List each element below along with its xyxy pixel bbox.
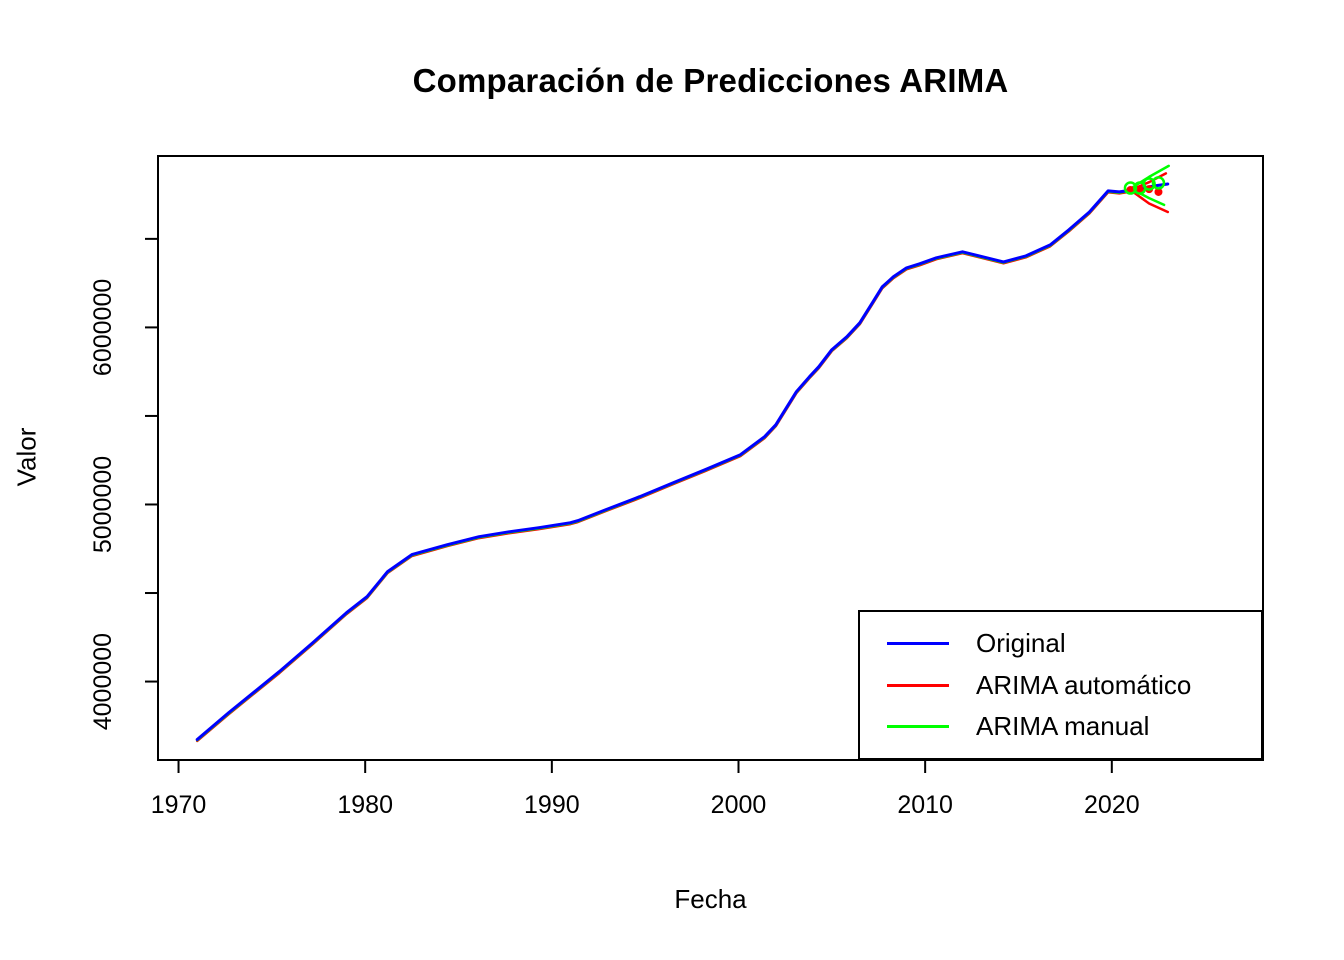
legend: Original ARIMA automático ARIMA manual <box>858 610 1263 760</box>
x-axis-tick-label: 1980 <box>337 791 393 819</box>
x-axis-title: Fecha <box>674 884 747 914</box>
forecast-point-arima-auto <box>1154 187 1163 196</box>
legend-label-original: Original <box>976 628 1066 659</box>
x-axis-tick-label: 1990 <box>524 791 580 819</box>
legend-label-arima-auto: ARIMA automático <box>976 669 1192 700</box>
legend-swatch-arima-manual <box>887 724 949 728</box>
y-axis-title: Valor <box>11 427 42 487</box>
legend-swatch-original <box>887 642 949 646</box>
x-axis-tick-label: 2010 <box>897 791 953 819</box>
forecast-point-arima-manual <box>1151 176 1166 190</box>
legend-item-original: Original <box>887 628 1261 659</box>
y-axis-tick-label: 6000000 <box>89 279 117 376</box>
plot-border <box>157 155 1264 761</box>
y-axis-tick-label: 4000000 <box>89 633 117 730</box>
legend-item-arima-manual: ARIMA manual <box>887 711 1261 742</box>
chart-title: Comparación de Predicciones ARIMA <box>412 62 1009 99</box>
x-axis-tick-label: 2020 <box>1084 791 1140 819</box>
x-axis-tick-label: 1970 <box>151 791 207 819</box>
legend-item-arima-auto: ARIMA automático <box>887 670 1261 701</box>
forecast-point-arima-manual <box>1123 181 1138 195</box>
series-arima-auto-ci-lower <box>1131 190 1170 214</box>
series-line-original <box>195 182 1170 741</box>
legend-label-arima-manual: ARIMA manual <box>976 710 1150 741</box>
y-axis-tick-label: 5000000 <box>89 456 117 553</box>
x-axis-tick-label: 2000 <box>711 791 767 819</box>
legend-swatch-arima-auto <box>887 683 949 687</box>
forecast-point-arima-manual <box>1142 177 1156 191</box>
